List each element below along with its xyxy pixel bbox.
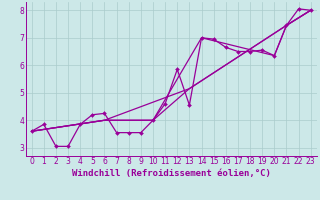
X-axis label: Windchill (Refroidissement éolien,°C): Windchill (Refroidissement éolien,°C) xyxy=(72,169,271,178)
